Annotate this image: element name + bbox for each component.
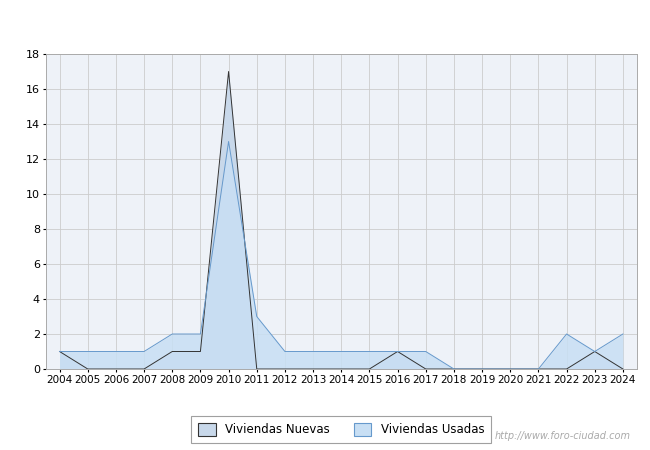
Text: Redecilla del Camino - Evolucion del Nº de Transacciones Inmobiliarias: Redecilla del Camino - Evolucion del Nº … xyxy=(66,13,584,28)
Text: http://www.foro-ciudad.com: http://www.foro-ciudad.com xyxy=(495,431,630,441)
Legend: Viviendas Nuevas, Viviendas Usadas: Viviendas Nuevas, Viviendas Usadas xyxy=(191,415,491,443)
